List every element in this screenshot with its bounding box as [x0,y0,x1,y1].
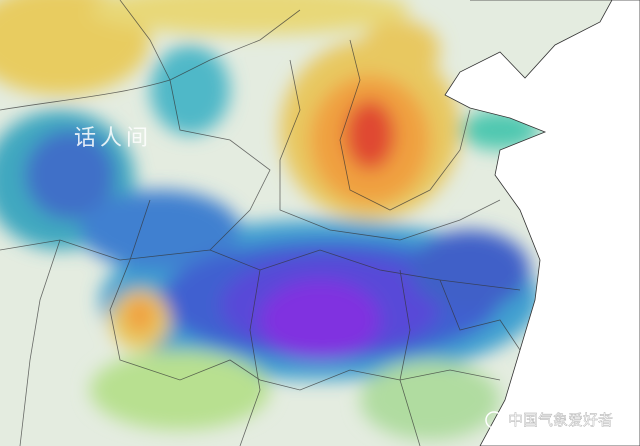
precipitation-field [0,0,540,440]
sea [444,0,640,446]
weibo-icon [485,411,503,429]
source-credit: 中国气象爱好者 [508,411,613,429]
province-borders [0,0,521,446]
watermark: 话人间 [74,126,152,151]
